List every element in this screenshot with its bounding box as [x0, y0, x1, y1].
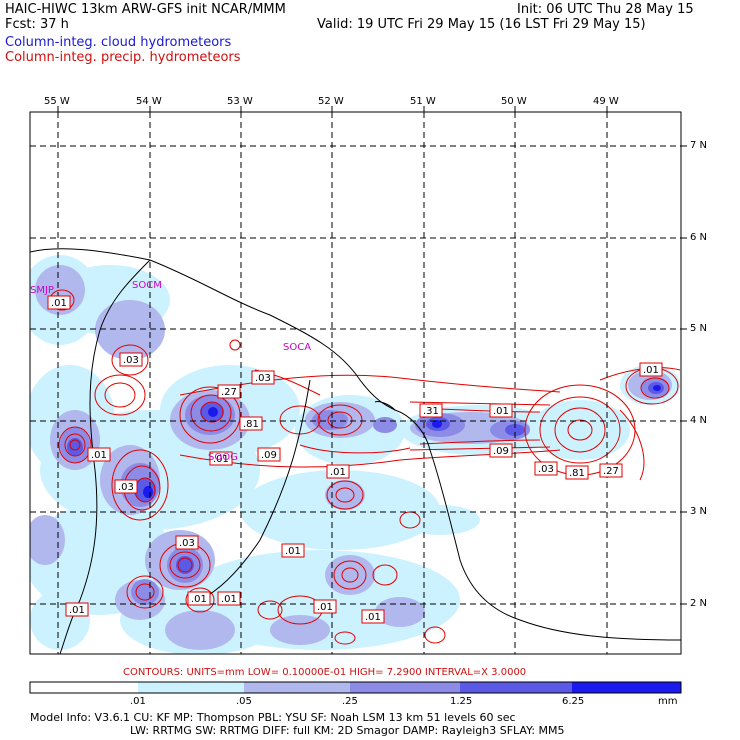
lon-label: 53 W	[227, 96, 253, 107]
lat-label: 4 N	[690, 415, 708, 426]
contour-value: .01	[51, 298, 67, 309]
model-info-line2: LW: RRTMG SW: RRTMG DIFF: full KM: 2D Sm…	[130, 724, 565, 737]
colorbar-level: .01	[130, 696, 146, 707]
forecast-hour: Fcst: 37 h	[5, 17, 69, 32]
contour-label-texts: .01 .03 .27 .03 .81 .09 .01 .31 .01 .09 …	[51, 298, 659, 623]
lon-label: 49 W	[593, 96, 619, 107]
contour-value: .01	[330, 467, 346, 478]
map-frame	[29, 111, 682, 655]
contour-value: .01	[317, 602, 333, 613]
contour-value: .01	[285, 546, 301, 557]
station-soca: SOCA	[283, 342, 311, 353]
tick-marks	[57, 106, 687, 605]
lat-label: 3 N	[690, 506, 708, 517]
contours-info: CONTOURS: UNITS=mm LOW= 0.10000E-01 HIGH…	[123, 667, 527, 678]
lon-label: 54 W	[136, 96, 162, 107]
field-cloud-label: Column-integ. cloud hydrometeors	[5, 35, 232, 50]
contour-value: .27	[603, 466, 619, 477]
contour-value: .03	[255, 373, 271, 384]
colorbar-level: 6.25	[562, 696, 585, 707]
lon-label: 55 W	[44, 96, 70, 107]
contour-value: .01	[191, 594, 207, 605]
contour-value: .03	[538, 464, 554, 475]
contour-value: .01	[213, 454, 229, 465]
lat-label: 6 N	[690, 232, 708, 243]
lat-label: 2 N	[690, 598, 708, 609]
lat-label: 7 N	[690, 140, 708, 151]
grid-lines	[30, 112, 681, 654]
contour-value: .09	[493, 446, 509, 457]
contour-value: .03	[118, 482, 134, 493]
lat-label: 5 N	[690, 323, 708, 334]
model-info-line1: Model Info: V3.6.1 CU: KF MP: Thompson P…	[30, 711, 516, 724]
cloud-shading	[30, 255, 680, 654]
colorbar-level: .05	[236, 696, 252, 707]
contour-label-boxes	[47, 295, 663, 624]
contour-value: .01	[221, 594, 237, 605]
colorbar-level: 1.25	[450, 696, 473, 707]
lon-label: 50 W	[501, 96, 527, 107]
contour-value: .81	[569, 468, 585, 479]
colorbar	[29, 681, 682, 694]
contour-value: .81	[243, 419, 259, 430]
station-labels: SMJP SOCM SOCA SOOG	[30, 280, 311, 463]
contour-value: .09	[261, 450, 277, 461]
colorbar-units: mm	[658, 696, 678, 707]
contour-value: .01	[365, 612, 381, 623]
contour-value: .31	[423, 406, 439, 417]
colorbar-level: .25	[342, 696, 358, 707]
model-title: HAIC-HIWC 13km ARW-GFS init NCAR/MMM	[5, 2, 286, 17]
lon-label: 51 W	[410, 96, 436, 107]
lon-label: 52 W	[318, 96, 344, 107]
contour-value: .03	[123, 355, 139, 366]
contour-value: .01	[91, 450, 107, 461]
contour-value: .27	[221, 387, 237, 398]
coastline	[30, 248, 681, 654]
station-soog: SOOG	[208, 452, 238, 463]
field-precip-label: Column-integ. precip. hydrometeors	[5, 50, 241, 65]
init-time: Init: 06 UTC Thu 28 May 15	[517, 2, 694, 17]
contour-value: .01	[69, 605, 85, 616]
contour-value: .01	[643, 365, 659, 376]
valid-time: Valid: 19 UTC Fri 29 May 15 (16 LST Fri …	[317, 17, 646, 32]
station-smjp: SMJP	[30, 285, 54, 296]
contour-value: .01	[493, 406, 509, 417]
contour-value: .03	[179, 538, 195, 549]
station-socm: SOCM	[132, 280, 162, 291]
